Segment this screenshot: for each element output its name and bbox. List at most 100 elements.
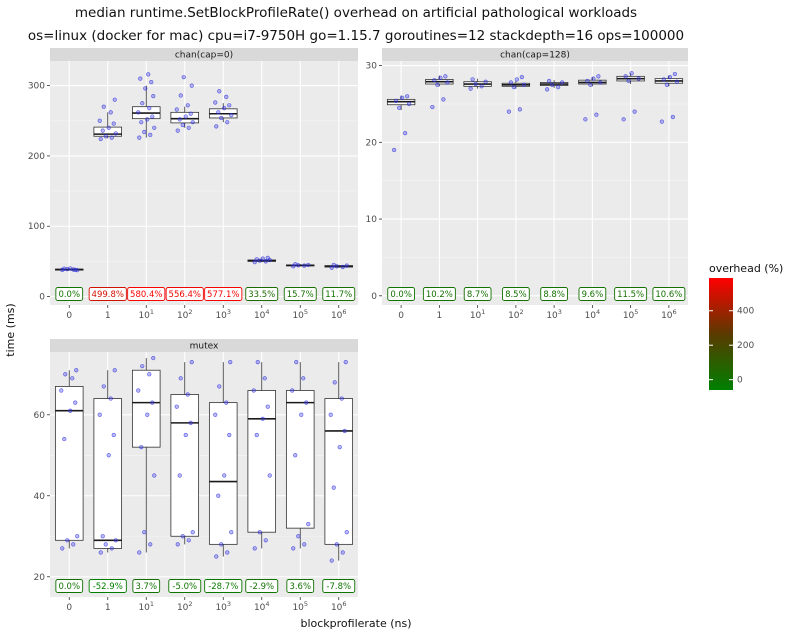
y-tick-label: 60 [34,411,46,421]
data-point [113,131,118,136]
overhead-label: 0.0% [58,290,80,300]
data-point [151,94,156,99]
data-point [68,266,73,271]
data-point [254,432,259,438]
data-point [62,436,67,442]
y-tick-label: 10 [366,215,378,225]
data-point [340,264,345,270]
overhead-label: 11.5% [617,290,644,300]
data-point [506,109,511,114]
x-tick-label: 104 [254,600,270,613]
data-point [214,124,219,129]
data-point [112,368,117,373]
data-point [142,530,147,535]
data-point [98,550,103,555]
overhead-label: 499.8% [92,290,124,300]
box-iqr [208,402,238,545]
data-point [342,428,347,434]
data-point [136,388,141,393]
overhead-label-box [322,579,356,593]
data-point [181,75,186,80]
overhead-label-box [88,287,127,301]
overhead-label-box [463,287,492,301]
box-iqr [170,394,200,537]
x-tick-label: 106 [661,308,677,321]
data-point [228,360,233,365]
data-point [106,453,111,458]
data-point [591,76,596,81]
overhead-label-box [55,579,84,593]
data-point [73,267,78,272]
data-point [213,412,218,417]
data-point [260,416,265,421]
data-point [152,125,157,130]
data-point [659,119,664,124]
data-point [328,412,333,417]
overhead-label: 8.7% [467,290,489,300]
data-point [145,412,150,417]
data-point [217,89,222,94]
data-point [255,360,260,365]
data-point [483,79,488,84]
overhead-label: 580.4% [130,290,162,300]
data-point [254,257,259,262]
data-point [556,84,561,90]
y-tick-label: 0 [39,293,45,303]
data-point [521,82,526,87]
data-point [112,97,117,102]
strip-background [50,339,358,352]
x-tick-label: 1 [437,311,443,321]
x-axis-title: blockprofilerate (ns) [300,617,411,630]
data-point [340,550,345,555]
data-point [185,103,190,108]
data-point [626,78,631,84]
overhead-legend: overhead (%) 0 200 400 [709,262,783,390]
overhead-label-box [165,287,204,301]
data-point [473,81,478,87]
data-point [301,376,306,381]
data-point [185,392,190,397]
data-point [263,538,268,543]
overhead-label-box [286,579,315,593]
data-point [188,111,193,116]
data-point [560,80,565,85]
panel-1: chan(cap=128) 0 10 20 30 0 1 101 102 103 104 105 106… [366,48,688,321]
strip-label: mutex [190,342,219,352]
overhead-label-box [502,287,530,301]
data-point [260,256,265,261]
data-point [151,355,156,361]
data-point [177,117,182,122]
data-point [150,114,155,119]
data-point [143,86,148,91]
data-point [438,75,443,80]
data-point [109,546,114,551]
data-point [430,104,435,110]
data-point [108,396,113,401]
data-point [400,95,405,100]
data-point [403,131,408,136]
data-point [62,266,67,271]
data-point [290,388,295,393]
data-point [594,112,599,117]
data-point [265,255,270,260]
data-point [137,550,142,555]
data-point [445,80,450,85]
data-point [180,122,185,128]
box-iqr [285,390,315,529]
overhead-label: 9.6% [582,290,604,300]
data-point [667,75,672,80]
overhead-label-box [168,579,202,593]
data-point [177,473,182,478]
data-point [583,117,588,122]
data-point [302,263,307,268]
data-point [517,107,522,112]
data-point [252,260,257,265]
overhead-label: 556.4% [169,290,201,300]
data-point [334,542,339,547]
data-point [139,120,144,125]
overhead-label-box [387,287,415,301]
overhead-label-box [245,287,279,301]
data-point [293,453,298,458]
overhead-label-box [245,579,279,593]
